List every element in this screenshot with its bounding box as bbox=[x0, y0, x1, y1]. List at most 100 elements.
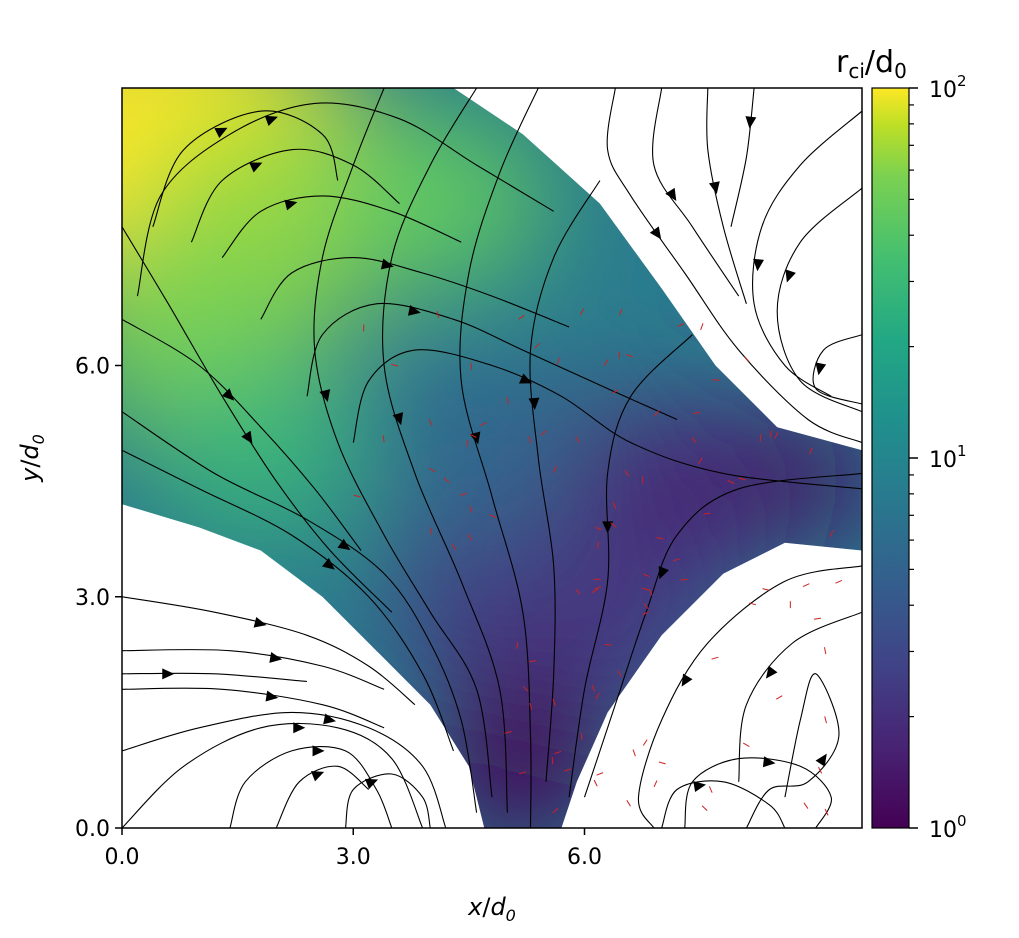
streamline-arrow bbox=[407, 304, 421, 316]
vector-tick bbox=[642, 573, 650, 578]
vector-tick bbox=[469, 434, 477, 438]
streamline-arrow bbox=[265, 690, 279, 702]
plot-frame bbox=[121, 87, 863, 829]
vector-tick bbox=[762, 588, 770, 591]
vector-tick bbox=[672, 558, 680, 562]
streamline bbox=[606, 88, 862, 444]
streamline bbox=[382, 88, 508, 813]
vector-tick bbox=[632, 749, 636, 757]
streamline-arrow bbox=[602, 521, 614, 534]
vector-tick bbox=[429, 467, 436, 473]
streamline bbox=[652, 88, 740, 297]
vector-tick bbox=[519, 771, 527, 775]
vector-tick bbox=[459, 492, 467, 497]
streamline-arrow bbox=[322, 557, 335, 570]
colorbar-title: rci/d0 bbox=[836, 45, 907, 83]
colorbar: 100 101 102 rci/d0 bbox=[836, 45, 967, 843]
vector-tick bbox=[611, 389, 619, 394]
streamline bbox=[730, 88, 755, 227]
streamline-arrow bbox=[469, 431, 481, 445]
vector-tick bbox=[480, 422, 487, 427]
vector-tick bbox=[808, 447, 813, 455]
vector-tick bbox=[591, 684, 596, 692]
vector-tick bbox=[653, 780, 658, 788]
vector-tick bbox=[824, 716, 827, 724]
x-tick-label: 0.0 bbox=[105, 845, 140, 870]
vector-tick bbox=[443, 477, 450, 484]
x-axis-label: x/d0 bbox=[467, 893, 516, 925]
vector-tick bbox=[553, 465, 558, 473]
y-tick-label: 3.0 bbox=[75, 586, 110, 611]
streamline bbox=[812, 334, 862, 405]
vector-tick bbox=[353, 494, 361, 498]
vector-tick bbox=[618, 351, 621, 359]
vector-tick bbox=[529, 660, 537, 663]
vector-tick bbox=[700, 323, 704, 331]
streamline bbox=[459, 88, 539, 828]
streamline-arrow bbox=[364, 778, 379, 790]
vector-tick bbox=[775, 695, 783, 700]
vector-tick bbox=[658, 761, 666, 765]
streamline bbox=[122, 318, 362, 551]
streamline-arrow bbox=[518, 373, 533, 384]
vector-tick bbox=[575, 588, 581, 595]
streamline-arrow bbox=[815, 362, 827, 376]
vector-tick bbox=[712, 379, 720, 381]
streamline bbox=[776, 187, 862, 413]
streamline bbox=[122, 596, 416, 706]
vector-tick bbox=[656, 537, 664, 540]
vector-tick bbox=[552, 698, 556, 706]
vector-tick bbox=[489, 514, 497, 519]
vector-tick bbox=[506, 396, 509, 404]
vector-tick bbox=[610, 522, 617, 528]
streamline bbox=[122, 411, 478, 813]
x-tick-label: 3.0 bbox=[336, 845, 371, 870]
streamline bbox=[221, 195, 462, 258]
streamline bbox=[275, 765, 370, 828]
colorbar-tick-label: 102 bbox=[929, 72, 967, 103]
vector-tick bbox=[626, 800, 631, 807]
streamline bbox=[306, 302, 678, 421]
streamline bbox=[738, 611, 862, 782]
streamline bbox=[260, 257, 570, 328]
vector-tick bbox=[552, 807, 559, 814]
streamline-arrow bbox=[681, 673, 693, 687]
vector-tick bbox=[701, 805, 708, 811]
vector-tick bbox=[744, 356, 750, 363]
streamline-arrow bbox=[392, 412, 404, 426]
vector-tick bbox=[823, 647, 827, 655]
vector-tick bbox=[643, 603, 649, 610]
streamline-arrow bbox=[310, 771, 325, 782]
streamline bbox=[745, 673, 840, 828]
streamline-arrow bbox=[649, 226, 662, 240]
streamline-arrow bbox=[319, 389, 331, 403]
vector-tick bbox=[467, 534, 472, 541]
streamline-arrow bbox=[380, 258, 394, 270]
vector-tick bbox=[469, 505, 473, 513]
vector-tick bbox=[654, 410, 660, 417]
streamline-arrow bbox=[312, 745, 325, 757]
streamline bbox=[661, 780, 786, 828]
streamline-arrow bbox=[528, 397, 540, 411]
vector-tick bbox=[680, 578, 688, 581]
vector-tick bbox=[835, 580, 843, 584]
vector-tick bbox=[711, 656, 719, 660]
vector-tick bbox=[595, 692, 600, 700]
vector-tick bbox=[604, 359, 609, 366]
vector-tick bbox=[516, 641, 519, 649]
streamline-arrow bbox=[815, 753, 827, 767]
vector-tick bbox=[604, 643, 612, 646]
streamline-arrow bbox=[249, 162, 263, 173]
vector-tick bbox=[708, 786, 713, 793]
vector-tick bbox=[436, 311, 439, 319]
vector-tick bbox=[698, 457, 703, 464]
vector-tick bbox=[642, 739, 648, 746]
vector-tick bbox=[769, 430, 773, 438]
vector-tick bbox=[693, 411, 701, 415]
vector-tick bbox=[529, 702, 533, 710]
vector-tick bbox=[579, 308, 585, 316]
vector-tick bbox=[774, 432, 779, 439]
streamline bbox=[684, 757, 832, 828]
vector-tick bbox=[642, 587, 650, 591]
streamline-arrow bbox=[785, 269, 796, 283]
